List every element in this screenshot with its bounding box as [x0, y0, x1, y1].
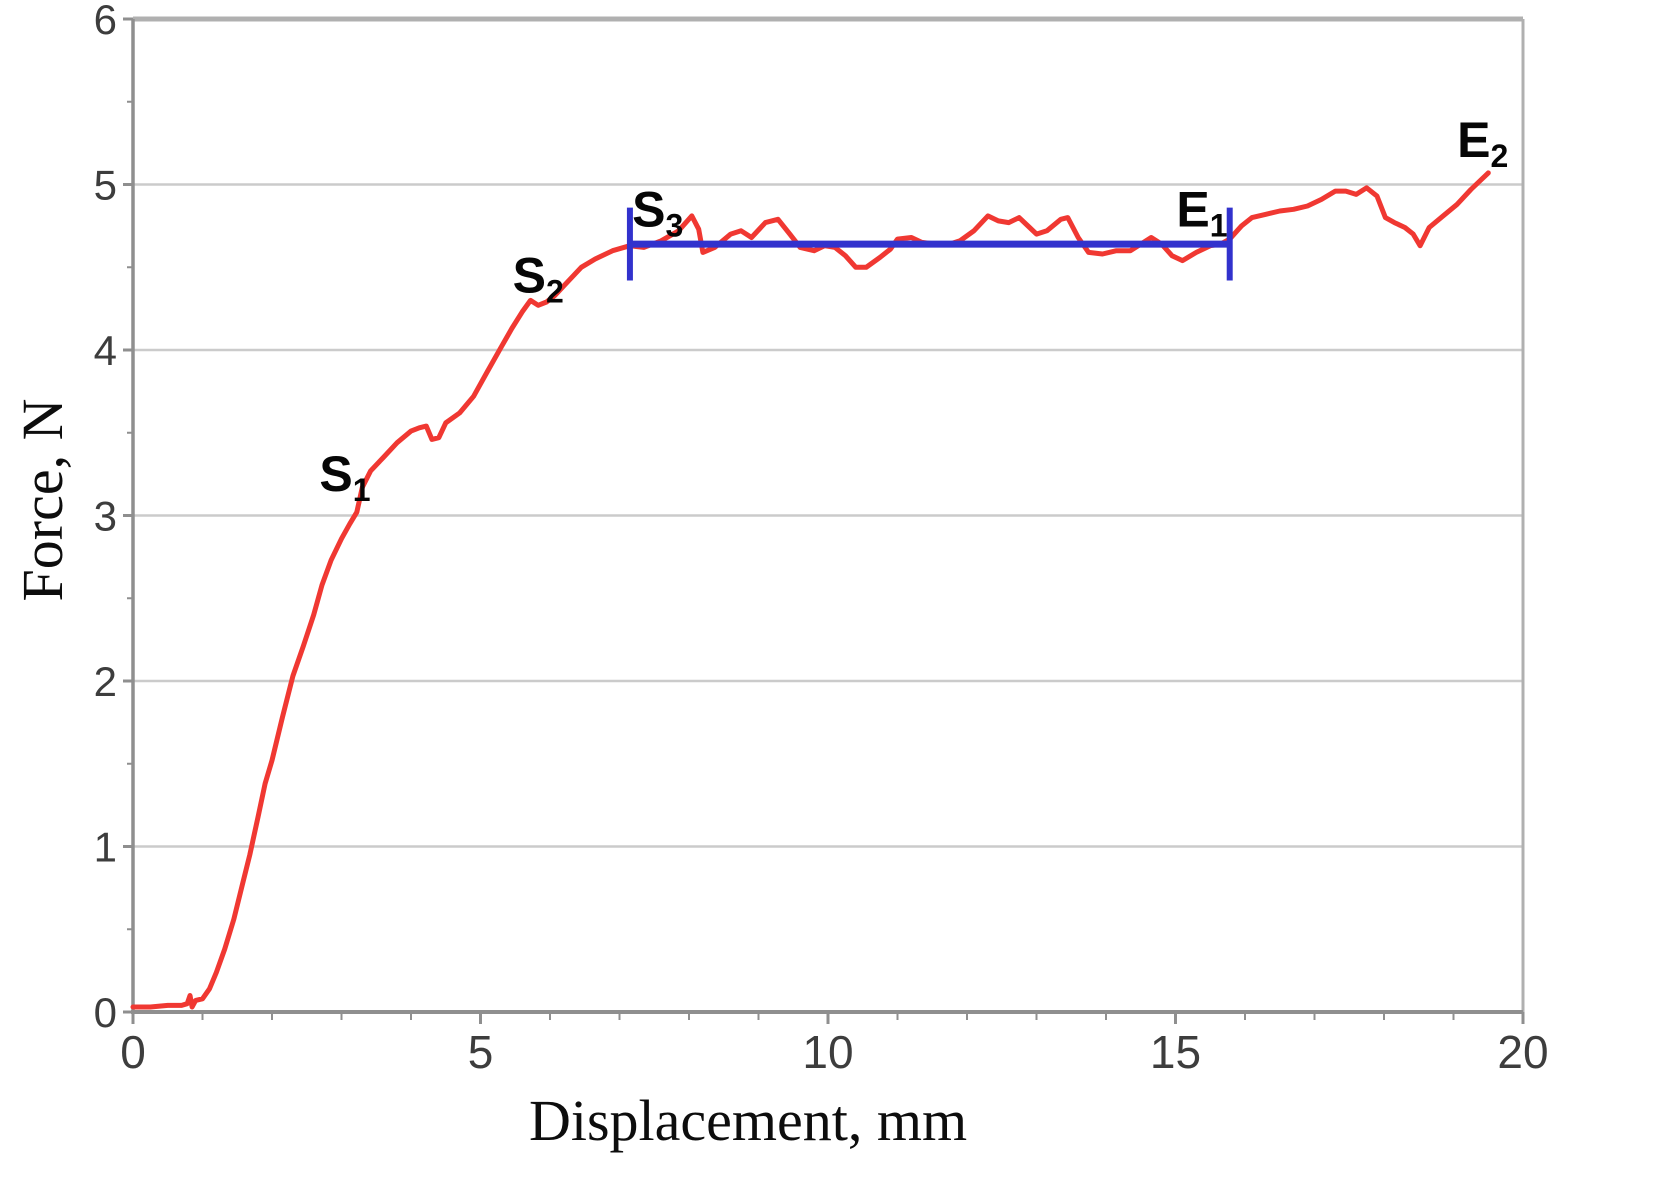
- x-tick-label-15: 15: [1150, 1026, 1201, 1078]
- y-axis-title: Force, N: [10, 399, 75, 602]
- annotation-E2: E2: [1457, 112, 1508, 174]
- annotation-S1: S1: [319, 446, 370, 508]
- plot-borders: [133, 16, 1525, 1012]
- x-axis-title: Displacement, mm: [529, 1088, 967, 1153]
- y-tick-label-2: 2: [94, 658, 117, 705]
- annotation-subscript: 2: [1490, 138, 1508, 174]
- y-tick-label-4: 4: [94, 327, 117, 374]
- x-tick-label-10: 10: [802, 1026, 853, 1078]
- data-series: [130, 170, 1491, 1010]
- annotation-main: E: [1457, 112, 1490, 168]
- y-tick-label-0: 0: [94, 989, 117, 1036]
- y-tick-label-6: 6: [94, 0, 117, 43]
- y-tick-label-5: 5: [94, 162, 117, 209]
- annotation-main: E: [1176, 181, 1209, 237]
- x-tick-label-5: 5: [468, 1026, 494, 1078]
- annotation-subscript: 1: [1210, 207, 1228, 243]
- annotation-E1: E1: [1176, 181, 1227, 243]
- x-tick-label-0: 0: [120, 1026, 146, 1078]
- annotation-subscript: 2: [546, 274, 564, 310]
- annotation-S2: S2: [513, 248, 564, 310]
- annotation-subscript: 1: [353, 472, 371, 508]
- annotation-main: S: [513, 248, 546, 304]
- annotation-S3: S3: [632, 181, 683, 243]
- annotation-subscript: 3: [666, 207, 684, 243]
- y-tick-label-3: 3: [94, 493, 117, 540]
- force-displacement-curve: [130, 170, 1491, 1010]
- y-tick-label-1: 1: [94, 824, 117, 871]
- annotation-main: S: [632, 181, 665, 237]
- x-tick-label-20: 20: [1497, 1026, 1548, 1078]
- tick-marks: [123, 17, 1525, 1024]
- reference-line: [626, 207, 1233, 281]
- annotation-main: S: [319, 446, 352, 502]
- gridlines: [133, 183, 1523, 848]
- tick-labels: 0 5 10 15 20 0 1 2 3 4 5 6: [94, 0, 1549, 1078]
